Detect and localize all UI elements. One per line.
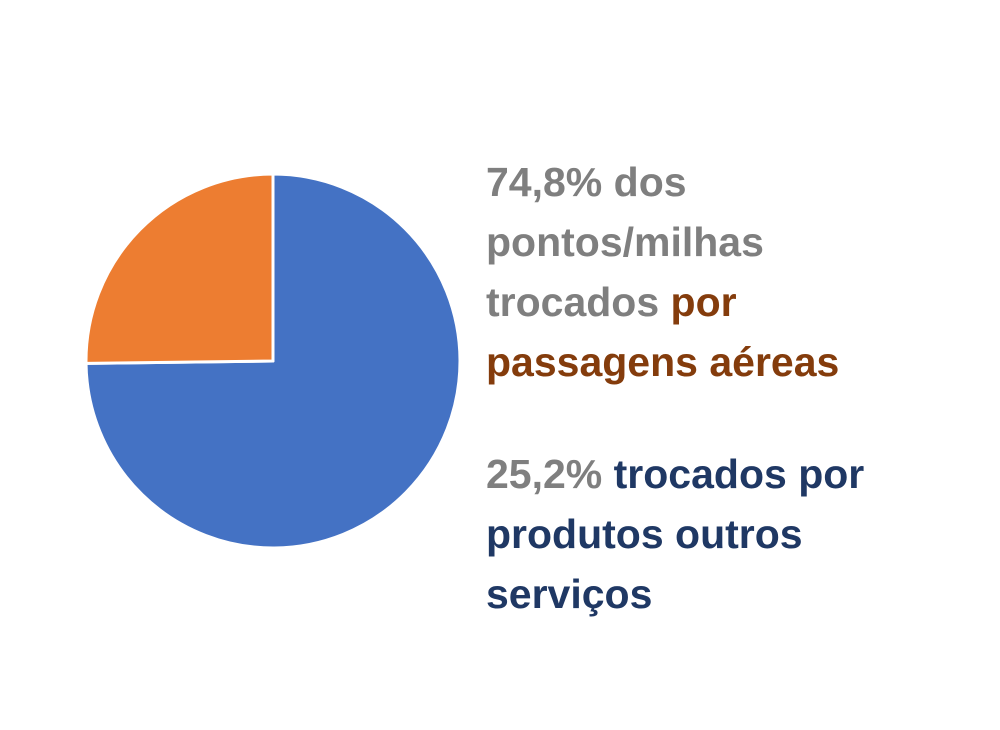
annotation-text: por — [670, 279, 737, 325]
annotation-line: pontos/milhas — [486, 212, 839, 272]
annotation-line: 74,8% dos — [486, 152, 839, 212]
annotation-line: 25,2% trocados por — [486, 444, 864, 504]
pie-slice — [84, 172, 275, 365]
annotation: 25,2% trocados por produtos outros serviço… — [486, 444, 864, 624]
annotation-text: passagens aéreas — [486, 339, 840, 385]
annotation-line: serviços — [486, 564, 864, 624]
annotation-line: produtos outros — [486, 504, 864, 564]
annotation-text: trocados por — [613, 451, 865, 497]
annotation-text: serviços — [486, 571, 653, 617]
annotation-text: pontos/milhas — [486, 219, 764, 265]
annotation: 74,8% dos pontos/milhas trocados por passag… — [486, 152, 839, 392]
annotation-text: 25,2% — [486, 451, 614, 497]
annotation-text: 74,8% dos — [486, 159, 687, 205]
annotation-text: trocados — [486, 279, 671, 325]
annotation-line: passagens aéreas — [486, 332, 839, 392]
annotation-line: trocados por — [486, 272, 839, 332]
annotation-text: produtos outros — [486, 511, 803, 557]
